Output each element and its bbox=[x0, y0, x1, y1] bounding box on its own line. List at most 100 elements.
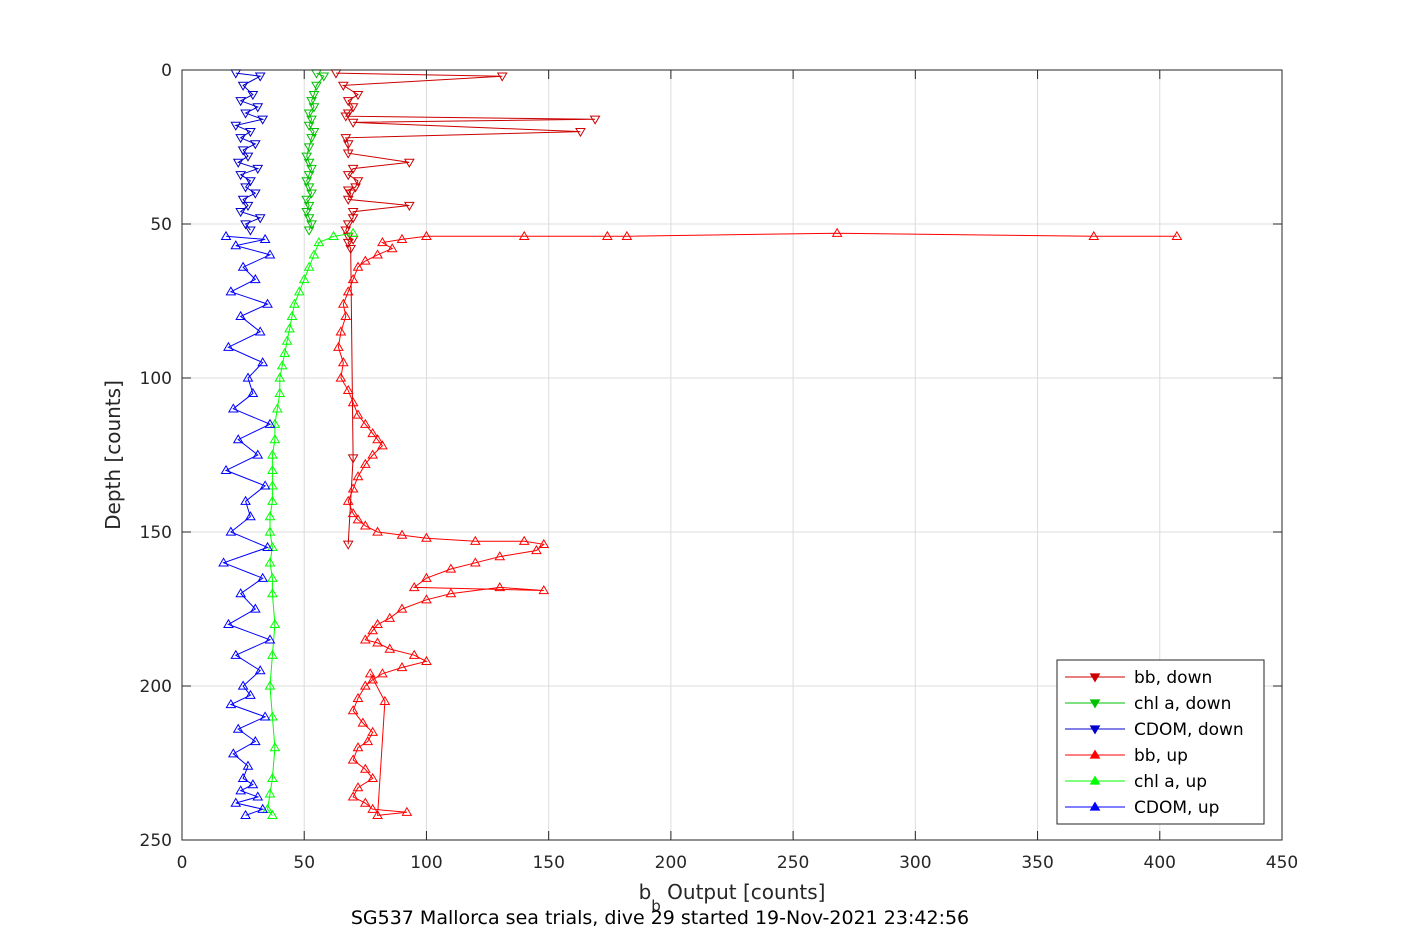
data-point-cdom-up bbox=[257, 572, 269, 582]
data-point-bb-up bbox=[347, 705, 359, 715]
data-point-bb-up bbox=[421, 572, 432, 582]
data-point-bb-up bbox=[347, 791, 359, 801]
data-point-cdom-down bbox=[235, 97, 247, 107]
data-point-bb-up bbox=[384, 612, 396, 622]
data-point-bb-up bbox=[372, 637, 383, 647]
data-point-chl-a-down bbox=[306, 115, 317, 125]
data-point-chl-a-up bbox=[264, 511, 276, 521]
data-point-bb-up bbox=[362, 735, 374, 746]
legend-marker bbox=[1089, 673, 1101, 683]
data-point-bb-up bbox=[357, 717, 369, 727]
data-point-cdom-up bbox=[230, 649, 242, 659]
x-tick-label: 450 bbox=[1266, 853, 1298, 873]
data-point-bb-down bbox=[403, 201, 415, 212]
data-point-bb-up bbox=[359, 418, 371, 428]
data-point-bb-up bbox=[335, 372, 347, 382]
data-point-bb-down bbox=[340, 134, 352, 144]
data-point-bb-down bbox=[342, 97, 354, 107]
data-point-bb-up bbox=[538, 538, 550, 548]
data-point-cdom-down bbox=[254, 72, 266, 82]
data-point-chl-a-up bbox=[303, 261, 315, 271]
legend-marker bbox=[1089, 801, 1101, 811]
data-point-bb-up bbox=[359, 458, 371, 468]
legend-box bbox=[1056, 659, 1265, 825]
data-point-chl-a-down bbox=[306, 97, 317, 107]
data-point-cdom-up bbox=[223, 341, 234, 351]
data-point-cdom-up bbox=[264, 418, 276, 428]
data-point-bb-up bbox=[337, 357, 349, 367]
data-point-bb-up bbox=[469, 535, 481, 545]
data-point-bb-up bbox=[372, 809, 383, 820]
data-point-bb-down bbox=[342, 186, 354, 196]
data-point-cdom-down bbox=[235, 171, 247, 181]
data-point-bb-up bbox=[333, 341, 344, 351]
data-point-cdom-up bbox=[225, 698, 237, 709]
data-point-bb-up bbox=[494, 581, 506, 592]
series-cdom-up bbox=[218, 230, 276, 820]
data-point-bb-up bbox=[538, 585, 550, 595]
data-point-cdom-down bbox=[232, 158, 244, 168]
series-line-chl-a-up bbox=[267, 232, 354, 816]
data-point-bb-up bbox=[347, 483, 359, 493]
data-point-bb-down bbox=[352, 90, 364, 101]
data-point-cdom-up bbox=[240, 495, 251, 505]
data-point-cdom-up bbox=[240, 809, 251, 820]
data-point-cdom-up bbox=[254, 665, 266, 675]
data-point-cdom-up bbox=[220, 230, 232, 240]
data-point-cdom-down bbox=[230, 121, 242, 131]
data-point-chl-a-up bbox=[264, 557, 276, 567]
data-point-bb-down bbox=[347, 208, 359, 218]
data-point-bb-down bbox=[342, 540, 354, 550]
plot-frame bbox=[181, 69, 1283, 841]
legend-marker bbox=[1089, 725, 1101, 735]
data-point-chl-a-down bbox=[306, 164, 317, 175]
data-point-cdom-up bbox=[254, 326, 266, 336]
x-tick-label: 200 bbox=[655, 853, 687, 873]
data-point-bb-up bbox=[396, 233, 408, 244]
data-point-bb-up bbox=[342, 384, 354, 394]
data-point-bb-up bbox=[421, 230, 432, 240]
chart-caption: SG537 Mallorca sea trials, dive 29 start… bbox=[351, 907, 969, 929]
data-point-cdom-down bbox=[242, 201, 254, 212]
data-point-cdom-up bbox=[264, 634, 276, 644]
x-tick-label: 350 bbox=[1021, 853, 1053, 873]
data-point-cdom-down bbox=[254, 214, 266, 224]
x-axis-label-subscript: b bbox=[651, 897, 661, 915]
x-axis-label: bb Output [counts] bbox=[639, 880, 826, 915]
data-point-cdom-up bbox=[242, 760, 254, 770]
data-point-chl-a-down bbox=[308, 90, 320, 101]
legend-item-bb-up: bb, up bbox=[1065, 746, 1188, 766]
x-tick-label: 100 bbox=[410, 853, 442, 873]
data-point-bb-up bbox=[359, 634, 371, 644]
data-point-chl-a-down bbox=[306, 134, 317, 144]
data-point-bb-up bbox=[421, 594, 432, 604]
data-point-cdom-up bbox=[247, 779, 259, 789]
data-point-bb-up bbox=[494, 551, 506, 561]
data-point-bb-up bbox=[367, 674, 379, 684]
data-point-cdom-down bbox=[252, 103, 264, 113]
data-point-cdom-up bbox=[235, 785, 247, 795]
data-point-chl-a-up bbox=[267, 649, 278, 659]
data-point-bb-down bbox=[342, 109, 354, 119]
data-point-cdom-up bbox=[237, 261, 249, 271]
data-point-chl-a-up bbox=[264, 526, 276, 536]
data-point-chl-a-up bbox=[269, 742, 281, 752]
data-point-bb-up bbox=[352, 261, 364, 271]
data-point-chl-a-down bbox=[303, 226, 315, 236]
data-point-bb-down bbox=[350, 183, 361, 193]
x-axis-label-main: b bbox=[639, 880, 652, 904]
data-point-cdom-down bbox=[249, 189, 261, 199]
data-point-chl-a-down bbox=[308, 103, 320, 113]
series-line-chl-a-down bbox=[306, 72, 325, 231]
data-point-bb-up bbox=[367, 427, 379, 438]
x-tick-label: 50 bbox=[293, 853, 315, 873]
data-point-chl-a-up bbox=[267, 495, 278, 505]
data-point-cdom-up bbox=[230, 797, 242, 807]
data-point-chl-a-down bbox=[303, 158, 315, 168]
data-point-bb-up bbox=[352, 471, 364, 481]
data-point-bb-down bbox=[347, 118, 359, 128]
y-tick-label: 100 bbox=[140, 369, 172, 389]
data-point-cdom-down bbox=[240, 109, 251, 119]
data-point-cdom-down bbox=[245, 226, 256, 236]
data-point-bb-up bbox=[337, 298, 349, 308]
